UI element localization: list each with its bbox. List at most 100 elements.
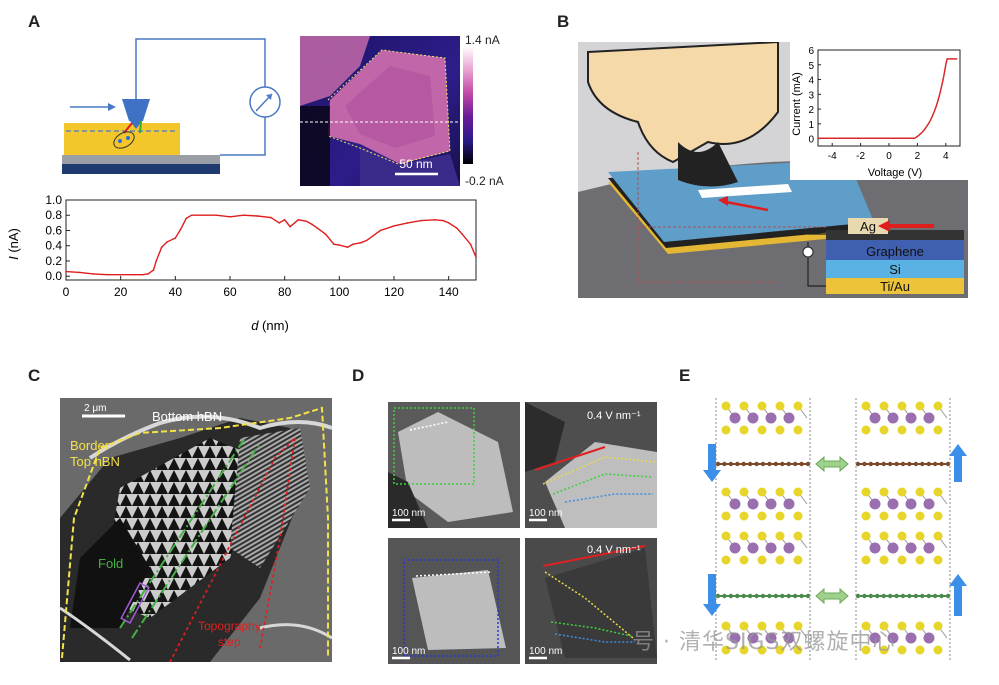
atom-s xyxy=(775,511,785,521)
d-scalebar-2: 100 nm xyxy=(529,508,562,519)
inset-y-tick-label: 3 xyxy=(808,90,814,101)
atom-c xyxy=(799,593,804,599)
atom-c xyxy=(760,461,766,467)
atom-s xyxy=(739,487,749,497)
atom-s xyxy=(757,645,767,655)
atom-c xyxy=(722,593,727,599)
atom-metal xyxy=(923,632,935,644)
x-tick-label: 80 xyxy=(278,285,292,299)
atom-s xyxy=(861,401,871,411)
atom-s xyxy=(793,425,803,435)
atom-s xyxy=(757,401,767,411)
atom-c xyxy=(939,593,944,599)
atom-metal xyxy=(729,498,741,510)
atom-c xyxy=(920,461,925,467)
atom-c xyxy=(754,593,759,599)
atom-c xyxy=(728,593,734,599)
atom-metal xyxy=(905,632,917,644)
atom-s xyxy=(739,555,749,565)
data-point xyxy=(456,227,458,229)
atom-c xyxy=(932,593,938,599)
plot-ylabel: I (nA) xyxy=(6,228,21,260)
tmd-layer xyxy=(721,621,808,655)
colorbar xyxy=(463,46,473,164)
atom-s xyxy=(879,401,889,411)
atom-c xyxy=(875,593,880,599)
data-point xyxy=(461,233,464,236)
atom-metal xyxy=(783,542,795,554)
atom-s xyxy=(721,645,731,655)
inset-xlabel: Voltage (V) xyxy=(868,167,922,179)
atom-metal xyxy=(783,632,795,644)
atom-metal xyxy=(905,498,917,510)
atom-s xyxy=(793,621,803,631)
x-tick-label: 40 xyxy=(169,285,183,299)
atom-metal xyxy=(747,498,759,510)
atom-c xyxy=(894,593,899,599)
atom-c xyxy=(945,461,951,467)
atom-metal xyxy=(765,542,777,554)
atom-c xyxy=(767,593,772,599)
data-point xyxy=(160,246,163,249)
stacking-schematic xyxy=(703,398,967,660)
atom-c xyxy=(900,593,906,599)
c-tophbn-label: Top hBN xyxy=(70,454,120,469)
tmd-layer xyxy=(861,621,948,655)
atom-c xyxy=(855,593,861,599)
atom-s xyxy=(775,555,785,565)
arrow-up-head xyxy=(949,444,967,456)
atom-metal xyxy=(923,412,935,424)
atom-s xyxy=(775,531,785,541)
atom-s xyxy=(739,425,749,435)
tem-image-3: 100 nm xyxy=(388,538,520,664)
atom-s xyxy=(897,645,907,655)
data-point xyxy=(379,229,382,232)
atom-s xyxy=(757,425,767,435)
colorbar-max: 1.4 nA xyxy=(465,33,500,47)
atom-metal xyxy=(887,498,899,510)
current-profile-plot: I (nA) d (nm) 0.00.20.4 0.60.81.0 0 20 40 60 8… xyxy=(6,193,477,333)
arrow-down-head xyxy=(703,604,721,616)
atom-c xyxy=(881,461,886,467)
iv-inset-plot: Current (mA) Voltage (V) 0 1 2 3 4 5 6 -4 -2 0 2 4 xyxy=(790,42,968,180)
atom-s xyxy=(933,425,943,435)
atom-c xyxy=(735,461,740,467)
atom-s xyxy=(897,555,907,565)
inset-y-tick-label: 6 xyxy=(808,46,814,57)
inset-ylabel: Current (mA) xyxy=(791,72,803,136)
atom-c xyxy=(939,461,944,467)
tmd-layer xyxy=(861,401,948,435)
tmd-layer xyxy=(721,531,808,565)
atom-c xyxy=(862,461,867,467)
atom-s xyxy=(915,425,925,435)
data-point xyxy=(270,216,272,219)
data-point xyxy=(229,215,231,218)
c-scalebar-label: 2 μm xyxy=(84,403,106,414)
atom-c xyxy=(792,593,798,599)
data-point xyxy=(283,219,286,221)
data-point xyxy=(119,273,122,276)
atom-c xyxy=(780,461,785,467)
data-point xyxy=(65,270,67,273)
atom-metal xyxy=(923,542,935,554)
atom-metal xyxy=(765,498,777,510)
atom-s xyxy=(739,401,749,411)
atom-metal xyxy=(869,542,881,554)
atom-metal xyxy=(765,632,777,644)
inset-x-tick-label: 2 xyxy=(915,151,921,162)
atom-c xyxy=(868,461,874,467)
data-point xyxy=(180,228,182,230)
data-point xyxy=(190,214,193,217)
atom-s xyxy=(933,621,943,631)
data-point xyxy=(297,219,300,221)
atom-c xyxy=(741,593,746,599)
atom-s xyxy=(793,555,803,565)
atom-metal xyxy=(869,498,881,510)
atom-c xyxy=(920,593,925,599)
atom-c xyxy=(747,461,753,467)
data-point xyxy=(133,273,136,276)
atom-s xyxy=(861,645,871,655)
c-title: Bottom hBN xyxy=(152,409,222,424)
tmd-layer xyxy=(721,401,808,435)
panel-label-e: E xyxy=(679,366,691,385)
